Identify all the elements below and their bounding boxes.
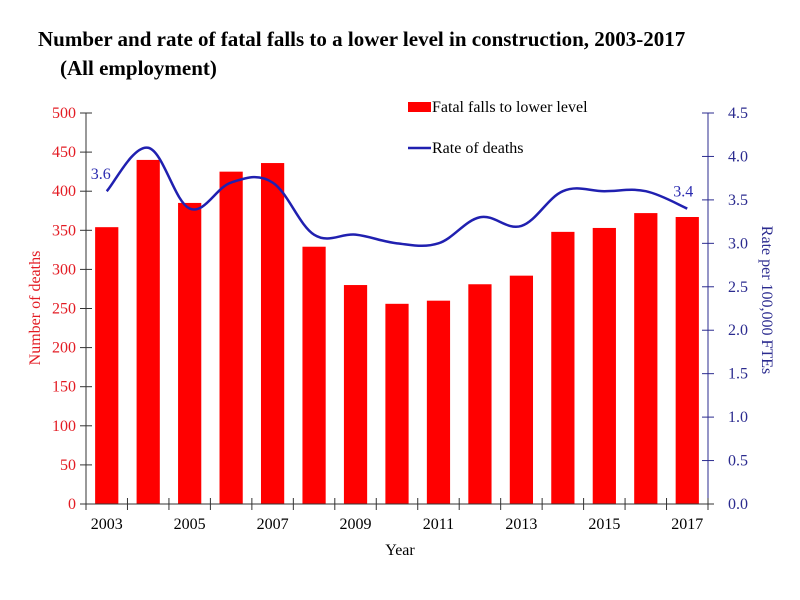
y-axis-label: Number of deaths [27,251,44,366]
bar-2003 [95,227,119,504]
bar-2015 [592,227,616,505]
left-tick-label: 450 [52,144,76,161]
left-tick-label: 500 [52,105,76,122]
bar-2007 [260,163,285,504]
bar-series [95,159,699,505]
bar-2010 [385,303,409,504]
left-tick-label: 150 [52,379,76,396]
left-tick-label: 200 [52,340,76,357]
legend: Fatal falls to lower level Rate of death… [408,99,588,157]
left-tick-label: 50 [60,457,76,474]
x-tick-label-2017: 2017 [671,516,703,533]
legend-label-line: Rate of deaths [432,140,524,157]
x-tick-label-2015: 2015 [588,516,620,533]
right-tick-label: 0.0 [728,496,748,513]
bar-2011 [426,300,451,504]
bar-2014 [551,231,575,504]
x-tick-label-2005: 2005 [174,516,206,533]
data-labels: 3.6 3.4 [91,166,694,200]
x-tick-label-2003: 2003 [91,516,123,533]
x-tick-label-2013: 2013 [505,516,537,533]
data-label-2003: 3.6 [91,166,111,183]
right-tick-label: 3.0 [728,235,748,252]
right-axis: 0.0 0.5 1.0 1.5 2.0 2.5 3.0 3.5 4.0 4.5 [702,105,748,513]
y2-axis-label: Rate per 100,000 FTEs [758,226,775,374]
bar-2016 [634,213,658,504]
right-tick-label: 1.5 [728,366,748,383]
x-tick-label-2009: 2009 [340,516,372,533]
bar-2008 [302,246,326,505]
x-axis-label: Year [385,542,415,559]
right-tick-label: 4.0 [728,148,748,165]
bar-2009 [343,285,368,504]
bar-2005 [178,202,202,504]
chart-title: Number and rate of fatal falls to a lowe… [38,27,685,51]
right-tick-label: 0.5 [728,453,748,470]
x-axis: 2003 2005 2007 2009 2011 2013 2015 2017 [80,498,714,533]
right-tick-label: 1.0 [728,409,748,426]
right-tick-label: 2.5 [728,279,748,296]
left-tick-label: 250 [52,301,76,318]
chart-subtitle: (All employment) [60,56,217,80]
bar-2012 [468,284,492,504]
left-tick-label: 400 [52,183,76,200]
bar-2013 [509,275,534,504]
left-tick-label: 300 [52,261,76,278]
x-tick-label-2007: 2007 [257,516,289,533]
data-label-2017: 3.4 [673,184,693,201]
left-tick-label: 350 [52,222,76,239]
x-tick-label-2011: 2011 [423,516,454,533]
left-tick-label: 0 [68,496,76,513]
legend-swatch-bars [408,102,431,112]
right-tick-label: 3.5 [728,192,748,209]
bar-2006 [219,171,243,504]
bar-2017 [675,217,699,505]
left-tick-label: 100 [52,418,76,435]
bar-2004 [136,159,160,505]
legend-label-bars: Fatal falls to lower level [432,99,588,116]
right-tick-label: 4.5 [728,105,748,122]
left-axis: 0 50 100 150 200 250 300 350 400 450 500 [52,105,92,513]
rate-line [105,146,688,248]
right-tick-label: 2.0 [728,322,748,339]
